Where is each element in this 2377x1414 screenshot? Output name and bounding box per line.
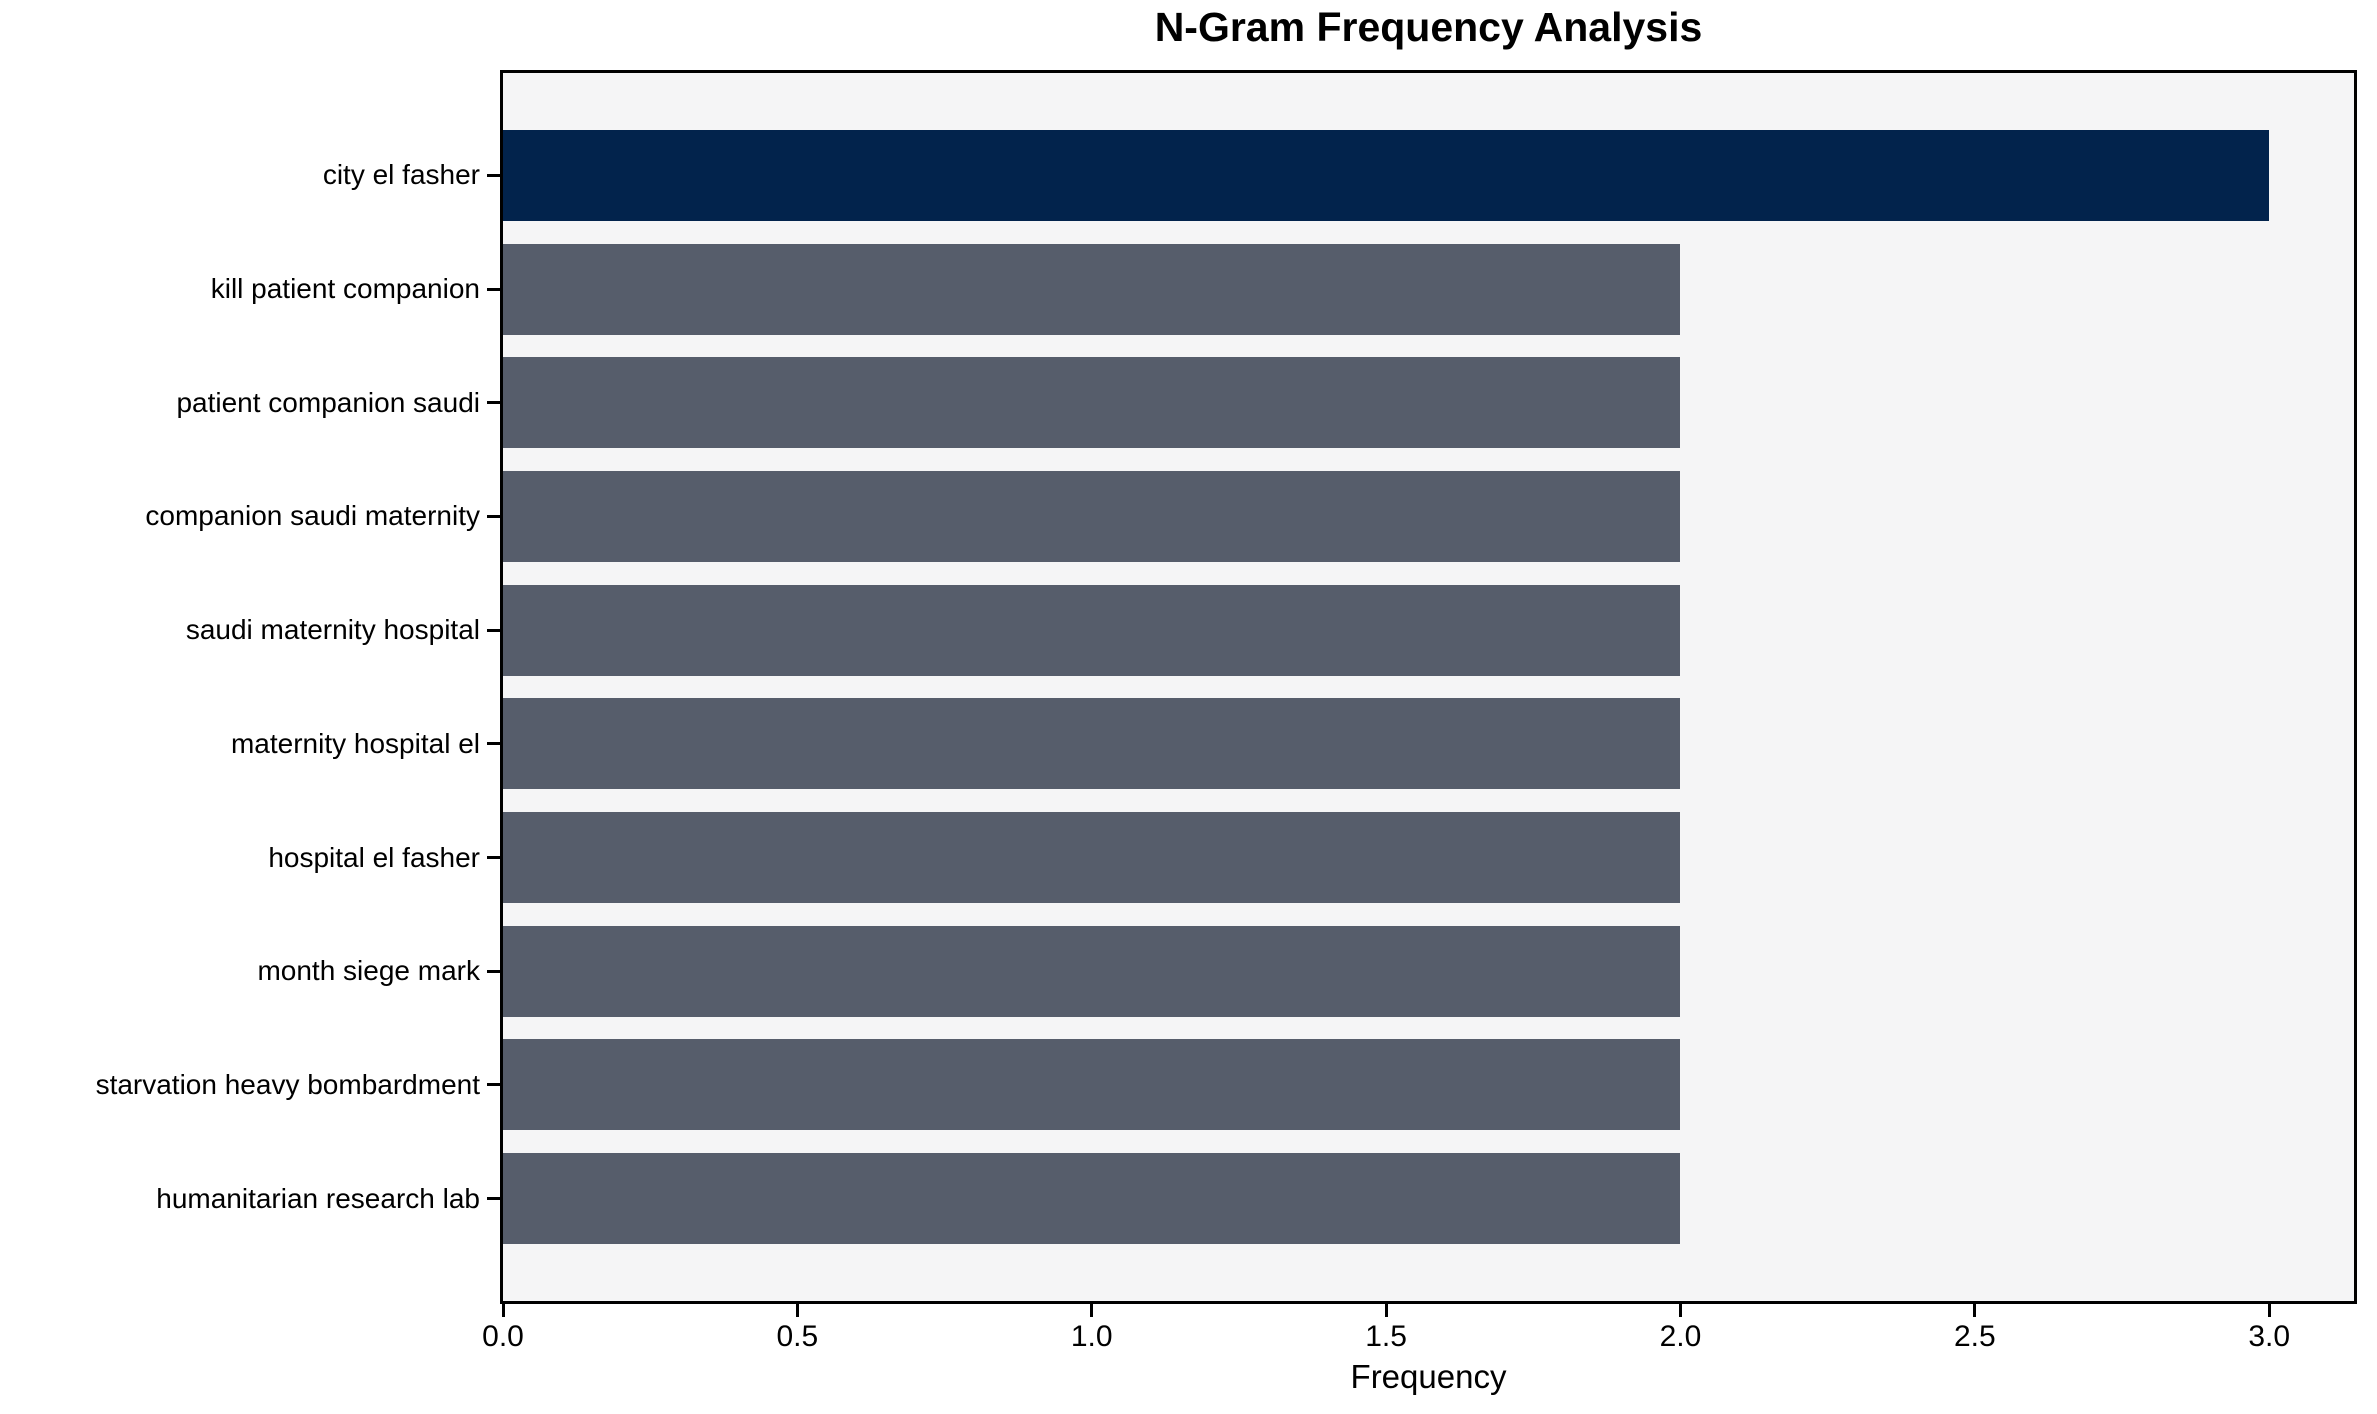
x-tick-mark (795, 1304, 799, 1317)
bar-4 (503, 584, 1681, 676)
bar-0 (503, 129, 2270, 221)
y-tick-label: city el fasher (322, 159, 480, 191)
y-tick-label: starvation heavy bombardment (95, 1068, 480, 1100)
y-tick-mark (487, 401, 500, 405)
x-tick-label: 2.0 (1659, 1320, 1702, 1353)
y-tick-mark (487, 742, 500, 746)
y-tick-label: humanitarian research lab (156, 1182, 480, 1214)
y-tick-mark (487, 514, 500, 518)
x-tick-mark (1090, 1304, 1094, 1317)
plot-area (500, 70, 2357, 1304)
bar-1 (503, 243, 1681, 335)
y-tick-label: maternity hospital el (230, 727, 480, 759)
x-tick-mark (501, 1304, 505, 1317)
y-tick-mark (487, 173, 500, 177)
x-tick-mark (2267, 1304, 2271, 1317)
x-tick-label: 3.0 (2248, 1320, 2291, 1353)
y-tick-mark (487, 1197, 500, 1201)
y-tick-label: kill patient companion (210, 273, 480, 305)
x-tick-label: 1.0 (1070, 1320, 1113, 1353)
y-tick-mark (487, 1083, 500, 1087)
x-tick-mark (1384, 1304, 1388, 1317)
x-axis-title: Frequency (1350, 1358, 1507, 1395)
x-tick-label: 0.5 (776, 1320, 819, 1353)
bar-9 (503, 1153, 1681, 1245)
y-tick-label: month siege mark (257, 955, 480, 987)
y-tick-label: saudi maternity hospital (185, 614, 480, 646)
y-tick-label: companion saudi maternity (145, 500, 480, 532)
x-tick-label: 1.5 (1365, 1320, 1407, 1353)
y-tick-label: hospital el fasher (268, 841, 480, 873)
y-tick-label: patient companion saudi (176, 386, 480, 418)
x-tick-mark (1678, 1304, 1682, 1317)
bar-8 (503, 1039, 1681, 1131)
bar-5 (503, 698, 1681, 790)
chart-title: N-Gram Frequency Analysis (1154, 4, 1703, 50)
bar-6 (503, 812, 1681, 904)
bar-7 (503, 925, 1681, 1017)
x-tick-label: 2.5 (1953, 1320, 1996, 1353)
bar-3 (503, 470, 1681, 562)
y-tick-mark (487, 969, 500, 973)
bar-2 (503, 357, 1681, 449)
y-tick-mark (487, 856, 500, 860)
y-tick-mark (487, 628, 500, 632)
y-tick-mark (487, 287, 500, 291)
x-tick-label: 0.0 (482, 1320, 524, 1353)
x-tick-mark (1973, 1304, 1977, 1317)
